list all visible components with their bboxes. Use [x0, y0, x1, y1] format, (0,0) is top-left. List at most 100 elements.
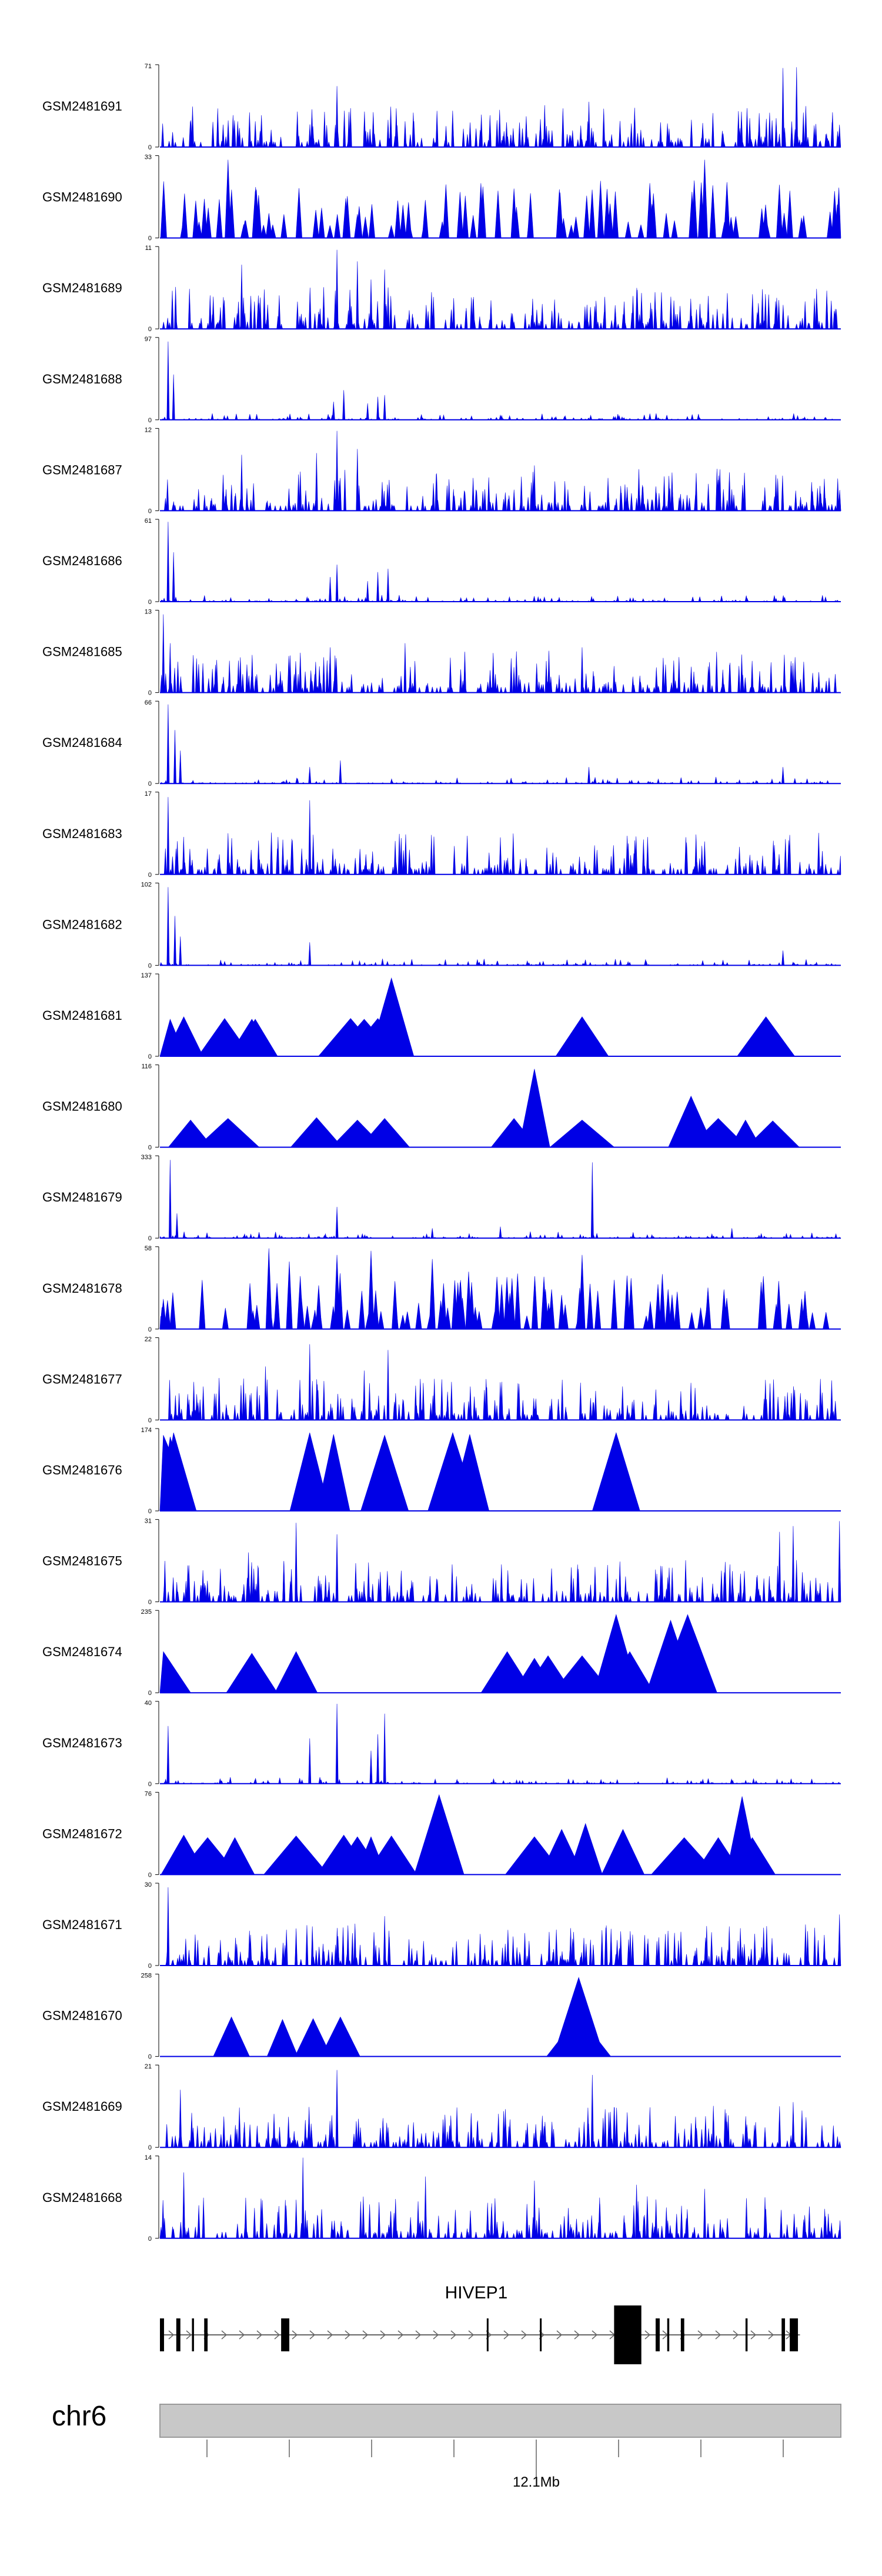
coverage-peak [239, 657, 242, 693]
track-max-label: 21 [145, 2063, 152, 2070]
coverage-peak [568, 2230, 572, 2239]
coverage-peak [610, 856, 613, 875]
coverage-peak [572, 863, 575, 875]
coverage-peak [319, 869, 322, 875]
coverage-peak [450, 1382, 453, 1420]
coverage-peak [799, 1957, 802, 1966]
coverage-peak [360, 598, 364, 602]
coverage-peak [171, 1960, 175, 1966]
coverage-peak [312, 503, 315, 511]
coverage-peak [551, 1951, 554, 1966]
coverage-peak [587, 767, 590, 784]
coverage-peak [583, 322, 587, 329]
coverage-peak [330, 1951, 334, 1966]
coverage-peak [792, 1411, 796, 1420]
coverage-peak [327, 142, 330, 148]
coverage-peak [767, 294, 770, 329]
coverage-peak [476, 2120, 479, 2148]
coverage-peak [310, 2130, 313, 2148]
coverage-peak [394, 200, 402, 238]
coverage-peak [731, 1586, 734, 1602]
coverage-peak [161, 2233, 165, 2239]
coverage-peak [711, 113, 714, 148]
coverage-peak [670, 1411, 673, 1420]
coverage-peak [378, 1781, 382, 1784]
coverage-peak [760, 1276, 767, 1330]
coverage-peak [623, 858, 626, 875]
coverage-peak [403, 121, 407, 148]
coverage-peak [312, 210, 319, 238]
coverage-peak [810, 1778, 813, 1784]
coverage-peak [297, 135, 300, 148]
coverage-peak [584, 867, 588, 875]
coverage-peak [562, 963, 566, 966]
coverage-peak [346, 1953, 350, 1966]
coverage-peak [534, 418, 538, 421]
coverage-peak [765, 1926, 769, 1966]
coverage-peak [205, 1232, 209, 1239]
coverage-peak [605, 1651, 654, 1693]
coverage-peak [670, 1960, 673, 1966]
coverage-peak [390, 781, 394, 784]
coverage-peak [721, 313, 724, 329]
coverage-peak [662, 658, 665, 693]
coverage-peak [670, 782, 674, 784]
coverage-peak [163, 869, 167, 875]
coverage-peak [296, 963, 300, 966]
coverage-peak [316, 2215, 319, 2239]
coverage-peak [749, 2138, 752, 2148]
coverage-peak [159, 962, 163, 966]
coverage-peak [303, 2120, 307, 2148]
coverage-peak [689, 1236, 693, 1239]
coverage-peak [748, 1782, 752, 1784]
coverage-peak [684, 1236, 688, 1239]
coverage-peak [494, 674, 497, 693]
coverage-peak [232, 1237, 236, 1239]
coverage-peak [210, 1414, 213, 1420]
coverage-peak [609, 688, 613, 693]
coverage-peak [163, 498, 167, 511]
coverage-peak [406, 1590, 409, 1602]
coverage-peak [559, 318, 563, 329]
coverage-peak [838, 1914, 841, 1966]
coverage-peak [631, 676, 634, 693]
coverage-peak [717, 1597, 720, 1602]
coverage-peak [500, 1596, 504, 1602]
coverage-peak [694, 499, 698, 511]
coverage-peak [392, 1297, 399, 1330]
coverage-peak [435, 1414, 439, 1420]
coverage-peak [268, 688, 272, 693]
coverage-peak [813, 2228, 816, 2239]
coverage-peak [730, 318, 734, 329]
coverage-peak [444, 1960, 447, 1966]
coverage-peak [463, 491, 467, 511]
coverage-peak [684, 1560, 687, 1602]
coverage-peak [827, 2142, 830, 2148]
coverage-peak [425, 305, 428, 329]
coverage-peak [236, 2224, 239, 2239]
coverage-peak [579, 1233, 582, 1239]
coverage-peak [710, 1233, 714, 1239]
coverage-peak [564, 1959, 567, 1966]
coverage-peak [651, 499, 654, 511]
coverage-peak [188, 866, 192, 875]
coverage-peak [679, 141, 683, 148]
coverage-peak [570, 600, 574, 602]
coverage-peak [642, 687, 645, 693]
coverage-peak [323, 1233, 327, 1239]
coverage-peak [663, 213, 670, 238]
coverage-peak [242, 1235, 246, 1239]
coverage-peak [495, 493, 498, 511]
coverage-peak [230, 485, 233, 511]
coverage-peak [310, 600, 315, 602]
coverage-peak [415, 1950, 419, 1966]
coverage-peak [386, 484, 389, 511]
coverage-peak [196, 1118, 260, 1147]
track-min-label: 0 [148, 1235, 152, 1242]
coverage-peak [697, 2233, 700, 2239]
coverage-peak [739, 1937, 742, 1966]
track-min-label: 0 [148, 1417, 152, 1424]
coverage-peak [495, 1405, 499, 1420]
coverage-peak [379, 1571, 382, 1602]
coverage-peak [248, 112, 251, 148]
